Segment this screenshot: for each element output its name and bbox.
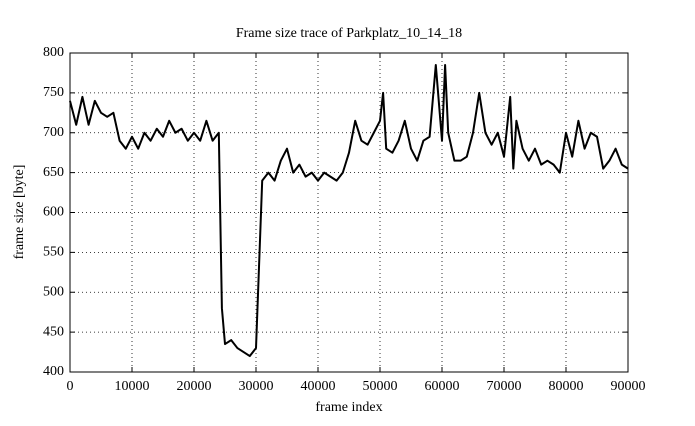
y-tick-label: 450: [43, 324, 64, 339]
y-tick-label: 550: [43, 245, 64, 260]
y-axis-label: frame size [byte]: [12, 165, 27, 260]
y-tick-label: 500: [43, 284, 64, 299]
x-axis-label: frame index: [315, 400, 382, 415]
x-tick-label: 20000: [177, 379, 212, 394]
y-tick-label: 650: [43, 165, 64, 180]
y-tick-label: 700: [43, 125, 64, 140]
x-tick-label: 80000: [549, 379, 584, 394]
x-tick-label: 40000: [301, 379, 336, 394]
x-tick-label: 0: [67, 379, 74, 394]
y-tick-label: 400: [43, 364, 64, 379]
plot-frame: [69, 52, 629, 373]
chart-title: Frame size trace of Parkplatz_10_14_18: [236, 26, 462, 41]
x-tick-label: 60000: [425, 379, 460, 394]
x-tick-label: 50000: [363, 379, 398, 394]
x-tick-label: 30000: [239, 379, 274, 394]
x-tick-label: 10000: [115, 379, 150, 394]
y-tick-label: 600: [43, 205, 64, 220]
x-tick-label: 70000: [487, 379, 522, 394]
data-line: [69, 63, 629, 358]
y-tick-label: 750: [43, 85, 64, 100]
x-tick-label: 90000: [611, 379, 646, 394]
y-tick-label: 800: [43, 45, 64, 60]
